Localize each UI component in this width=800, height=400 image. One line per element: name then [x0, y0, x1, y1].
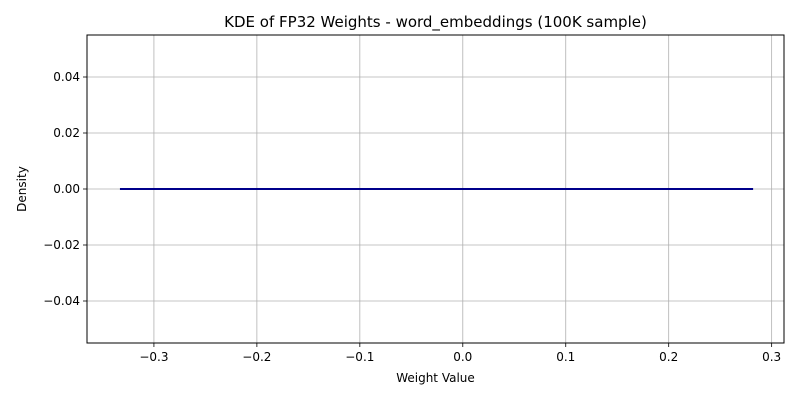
x-axis-ticks: −0.3 −0.2 −0.1 0.0 0.1 0.2 0.3 — [139, 343, 781, 364]
x-tick-label: 0.3 — [762, 350, 781, 364]
y-tick-label: −0.02 — [43, 238, 80, 252]
x-tick-label: 0.1 — [556, 350, 575, 364]
y-tick-label: −0.04 — [43, 294, 80, 308]
y-tick-label: 0.04 — [53, 70, 80, 84]
x-tick-label: −0.3 — [139, 350, 168, 364]
x-tick-label: −0.2 — [242, 350, 271, 364]
y-axis-label: Density — [15, 166, 29, 212]
x-axis-label: Weight Value — [396, 371, 475, 385]
chart-title: KDE of FP32 Weights - word_embeddings (1… — [224, 13, 647, 32]
y-tick-label: 0.02 — [53, 126, 80, 140]
x-tick-label: −0.1 — [345, 350, 374, 364]
x-tick-label: 0.2 — [659, 350, 678, 364]
y-tick-label: 0.00 — [53, 182, 80, 196]
x-tick-label: 0.0 — [453, 350, 472, 364]
y-axis-ticks: −0.04 −0.02 0.00 0.02 0.04 — [43, 70, 87, 308]
